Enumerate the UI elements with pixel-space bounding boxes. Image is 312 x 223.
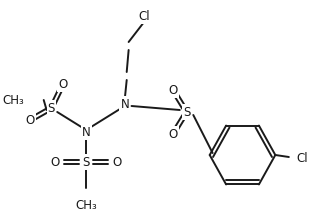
- Text: CH₃: CH₃: [3, 93, 24, 107]
- Text: O: O: [26, 114, 35, 126]
- Text: N: N: [120, 97, 129, 111]
- Text: S: S: [183, 105, 190, 118]
- Text: O: O: [58, 78, 68, 91]
- Text: S: S: [48, 101, 55, 114]
- Text: O: O: [168, 128, 178, 140]
- Text: N: N: [82, 126, 90, 138]
- Text: O: O: [168, 83, 178, 97]
- Text: Cl: Cl: [297, 153, 308, 165]
- Text: Cl: Cl: [138, 10, 150, 23]
- Text: O: O: [112, 155, 122, 169]
- Text: S: S: [82, 155, 90, 169]
- Text: CH₃: CH₃: [75, 199, 97, 212]
- Text: O: O: [51, 155, 60, 169]
